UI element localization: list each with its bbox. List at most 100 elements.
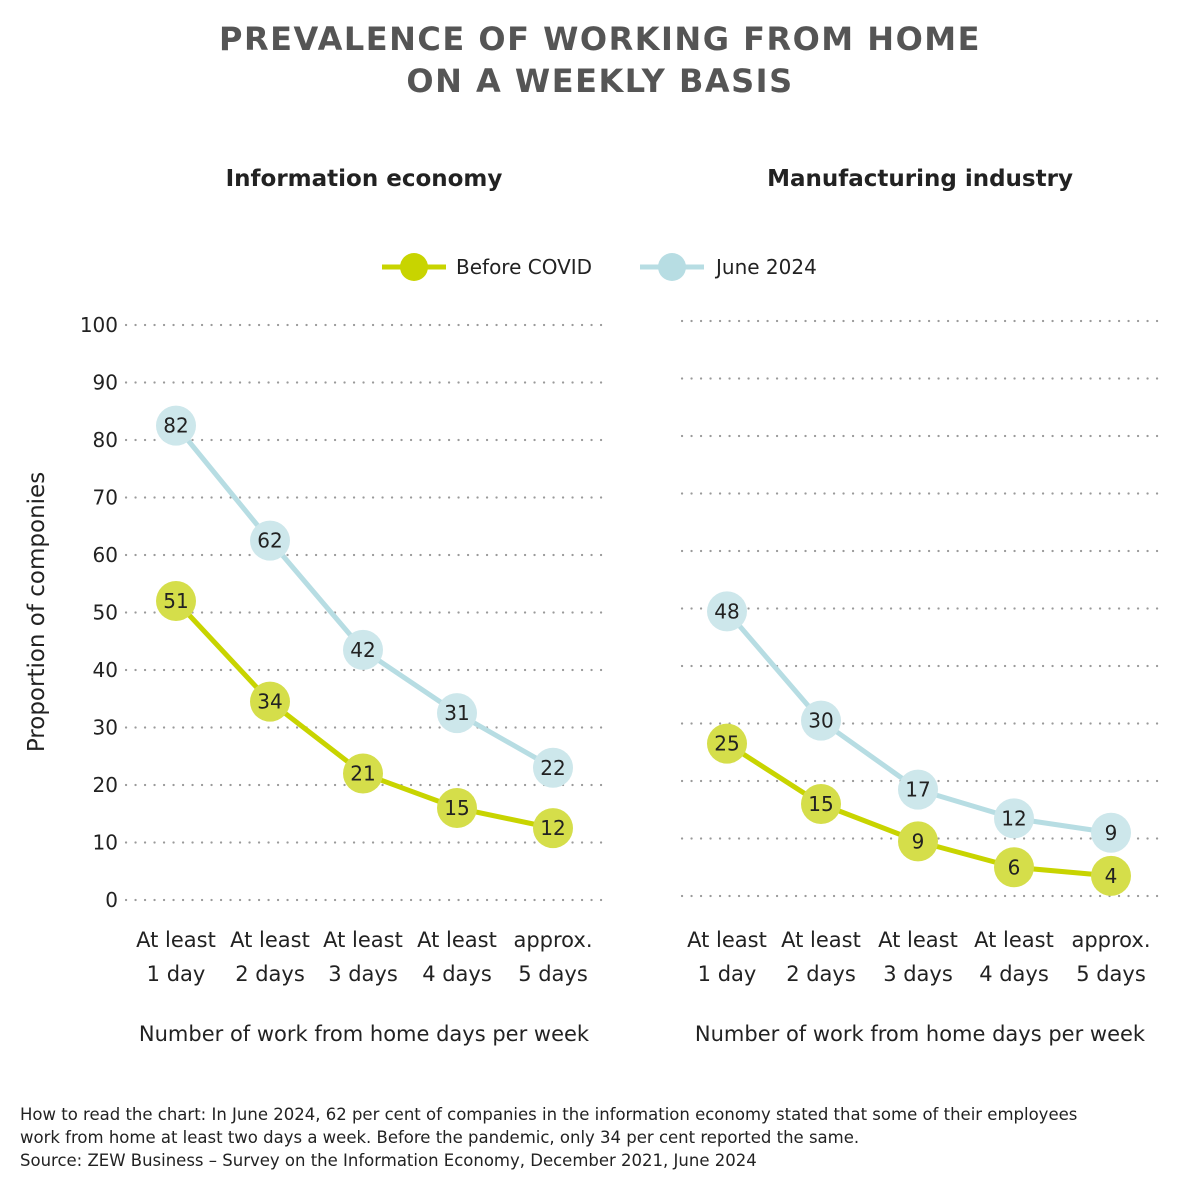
data-point bbox=[1091, 812, 1131, 853]
y-tick-label: 40 bbox=[93, 658, 118, 682]
y-axis-title: Proportion of componies bbox=[24, 472, 50, 752]
data-point bbox=[707, 723, 747, 764]
data-point bbox=[250, 681, 290, 722]
footnote-line-1: How to read the chart: In June 2024, 62 … bbox=[20, 1105, 1078, 1124]
series-june-2024-manufacturing-industry: 48 30 17 12 9 bbox=[707, 591, 1131, 853]
x-tick-label: 4 days bbox=[979, 962, 1049, 986]
x-tick-label: 5 days bbox=[518, 962, 588, 986]
y-tick-label: 80 bbox=[93, 428, 118, 452]
data-point bbox=[707, 591, 747, 632]
data-label: 17 bbox=[905, 778, 930, 802]
data-label: 6 bbox=[1008, 855, 1021, 879]
y-tick-label: 20 bbox=[93, 773, 118, 797]
chart-title-line-1: PREVALENCE OF WORKING FROM HOME bbox=[219, 20, 981, 58]
data-label: 34 bbox=[257, 690, 282, 714]
panel-manufacturing-industry: At least 1 day At least 2 days At least 3 day… bbox=[680, 319, 1162, 1046]
x-tick-label: At least bbox=[878, 928, 958, 952]
gridlines-information-economy: 0 10 20 30 40 50 60 70 80 90 100 bbox=[80, 313, 606, 912]
y-tick-label: 100 bbox=[80, 313, 118, 337]
legend-item-before-covid: Before COVID bbox=[382, 253, 592, 281]
legend-item-june-2024: June 2024 bbox=[640, 253, 817, 281]
series-june-2024-information-economy: 82 62 42 31 22 bbox=[156, 405, 573, 788]
data-label: 4 bbox=[1105, 864, 1118, 888]
data-point bbox=[898, 821, 938, 862]
legend: Before COVID June 2024 bbox=[382, 253, 817, 281]
data-label: 42 bbox=[350, 638, 375, 662]
x-tick-label: 3 days bbox=[328, 962, 398, 986]
series-before-covid-manufacturing-industry: 25 15 9 6 4 bbox=[707, 723, 1131, 896]
x-tick-label: 1 day bbox=[698, 962, 757, 986]
data-label: 25 bbox=[714, 732, 739, 756]
x-tick-label: approx. bbox=[513, 928, 592, 952]
y-tick-label: 0 bbox=[105, 888, 118, 912]
data-point bbox=[533, 747, 573, 788]
legend-marker-before-covid bbox=[400, 253, 428, 281]
x-axis-title-information-economy: Number of work from home days per week bbox=[139, 1022, 590, 1046]
footnote-source: Source: ZEW Business – Survey on the Inf… bbox=[20, 1151, 757, 1170]
chart-title-line-2: ON A WEEKLY BASIS bbox=[406, 62, 794, 100]
data-point bbox=[250, 520, 290, 561]
data-label: 48 bbox=[714, 599, 739, 623]
data-label: 62 bbox=[257, 529, 282, 553]
x-tick-label: At least bbox=[974, 928, 1054, 952]
y-tick-label: 70 bbox=[93, 486, 118, 510]
data-point bbox=[437, 693, 477, 734]
data-label: 82 bbox=[163, 414, 188, 438]
x-tick-label: 2 days bbox=[786, 962, 856, 986]
x-tick-label: At least bbox=[687, 928, 767, 952]
chart-title: PREVALENCE OF WORKING FROM HOME ON A WEE… bbox=[0, 18, 1200, 102]
gridlines-manufacturing-industry bbox=[680, 319, 1162, 898]
footnote: How to read the chart: In June 2024, 62 … bbox=[20, 1103, 1190, 1172]
y-tick-label: 60 bbox=[93, 543, 118, 567]
x-tick-label: At least bbox=[781, 928, 861, 952]
data-label: 15 bbox=[444, 796, 469, 820]
data-label: 51 bbox=[163, 589, 188, 613]
data-label: 12 bbox=[1001, 806, 1026, 830]
y-tick-label: 90 bbox=[93, 371, 118, 395]
data-label: 12 bbox=[540, 816, 565, 840]
data-label: 9 bbox=[912, 829, 925, 853]
data-label: 30 bbox=[808, 709, 833, 733]
x-tick-label: 5 days bbox=[1076, 962, 1146, 986]
data-point bbox=[156, 405, 196, 446]
legend-label-before-covid: Before COVID bbox=[456, 255, 592, 279]
panel-title-information-economy: Information economy bbox=[226, 166, 503, 192]
data-point bbox=[533, 808, 573, 849]
x-tick-label: 4 days bbox=[422, 962, 492, 986]
x-tick-label: At least bbox=[136, 928, 216, 952]
data-point bbox=[343, 753, 383, 794]
data-point bbox=[801, 700, 841, 741]
data-point bbox=[156, 581, 196, 621]
data-label: 9 bbox=[1105, 821, 1118, 845]
data-label: 21 bbox=[350, 762, 375, 786]
data-point bbox=[343, 629, 383, 670]
data-point bbox=[898, 769, 938, 810]
y-tick-label: 30 bbox=[93, 716, 118, 740]
y-tick-label: 50 bbox=[93, 601, 118, 625]
x-tick-label: At least bbox=[417, 928, 497, 952]
x-tick-label: 3 days bbox=[883, 962, 953, 986]
y-tick-label: 10 bbox=[93, 831, 118, 855]
data-label: 15 bbox=[808, 792, 833, 816]
x-axis-title-manufacturing-industry: Number of work from home days per week bbox=[695, 1022, 1146, 1046]
chart-canvas: Information economy Manufacturing indust… bbox=[24, 166, 1162, 1046]
panel-information-economy: 0 10 20 30 40 50 60 70 80 90 100 At least 1 day At le… bbox=[80, 313, 606, 1046]
data-point bbox=[437, 788, 477, 828]
series-line bbox=[173, 423, 556, 771]
x-tick-label: 2 days bbox=[235, 962, 305, 986]
x-tick-labels-manufacturing-industry: At least 1 day At least 2 days At least 3 day… bbox=[687, 928, 1150, 986]
x-tick-label: At least bbox=[323, 928, 403, 952]
x-tick-label: approx. bbox=[1071, 928, 1150, 952]
data-label: 31 bbox=[444, 701, 469, 725]
panel-title-manufacturing-industry: Manufacturing industry bbox=[767, 166, 1073, 192]
data-point bbox=[994, 847, 1034, 888]
data-point bbox=[801, 784, 841, 824]
x-tick-label: 1 day bbox=[147, 962, 206, 986]
x-tick-label: At least bbox=[230, 928, 310, 952]
series-before-covid-information-economy: 51 34 21 15 12 bbox=[156, 581, 573, 849]
data-point bbox=[994, 798, 1034, 839]
legend-marker-june-2024 bbox=[658, 253, 686, 281]
footnote-line-2: work from home at least two days a week.… bbox=[20, 1128, 860, 1147]
data-point bbox=[1091, 855, 1131, 896]
